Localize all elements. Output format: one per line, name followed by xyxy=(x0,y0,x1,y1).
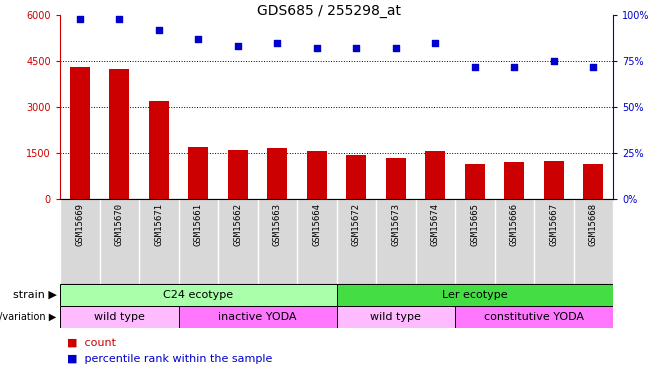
Text: ■  count: ■ count xyxy=(66,338,116,348)
Text: wild type: wild type xyxy=(94,312,145,322)
Bar xyxy=(455,306,613,328)
Bar xyxy=(465,164,485,199)
Point xyxy=(509,63,520,69)
Bar xyxy=(346,154,366,199)
Text: wild type: wild type xyxy=(370,312,421,322)
Bar xyxy=(178,306,336,328)
Bar xyxy=(336,306,455,328)
Point xyxy=(153,27,164,33)
Text: GSM15662: GSM15662 xyxy=(233,203,242,246)
Point xyxy=(74,16,85,22)
Point xyxy=(390,45,401,51)
Bar xyxy=(70,67,89,199)
Bar xyxy=(149,101,168,199)
Text: GDS685 / 255298_at: GDS685 / 255298_at xyxy=(257,4,401,18)
Text: GSM15664: GSM15664 xyxy=(313,203,321,246)
Point xyxy=(430,40,440,46)
Text: GSM15674: GSM15674 xyxy=(431,203,440,246)
Point xyxy=(311,45,322,51)
Bar xyxy=(386,158,405,199)
Bar xyxy=(60,284,336,306)
Bar xyxy=(307,152,326,199)
Text: inactive YODA: inactive YODA xyxy=(218,312,297,322)
Bar xyxy=(425,152,445,199)
Text: GSM15663: GSM15663 xyxy=(273,203,282,246)
Point xyxy=(114,16,124,22)
Bar xyxy=(505,162,524,199)
Text: GSM15661: GSM15661 xyxy=(193,203,203,246)
Point xyxy=(351,45,361,51)
Point xyxy=(272,40,282,46)
Text: GSM15666: GSM15666 xyxy=(510,203,519,246)
Text: Ler ecotype: Ler ecotype xyxy=(442,290,507,300)
Text: GSM15673: GSM15673 xyxy=(392,203,400,246)
Text: genotype/variation ▶: genotype/variation ▶ xyxy=(0,312,57,322)
Text: GSM15671: GSM15671 xyxy=(154,203,163,246)
Bar xyxy=(188,147,208,199)
Text: GSM15672: GSM15672 xyxy=(352,203,361,246)
Point xyxy=(549,58,559,64)
Text: ■  percentile rank within the sample: ■ percentile rank within the sample xyxy=(66,354,272,364)
Text: GSM15669: GSM15669 xyxy=(75,203,84,246)
Text: C24 ecotype: C24 ecotype xyxy=(163,290,234,300)
Text: GSM15667: GSM15667 xyxy=(549,203,558,246)
Text: GSM15668: GSM15668 xyxy=(589,203,597,246)
Point xyxy=(193,36,203,42)
Bar xyxy=(109,69,129,199)
Bar xyxy=(544,160,564,199)
Point xyxy=(232,43,243,49)
Text: constitutive YODA: constitutive YODA xyxy=(484,312,584,322)
Point xyxy=(470,63,480,69)
Bar xyxy=(584,164,603,199)
Text: GSM15670: GSM15670 xyxy=(114,203,124,246)
Bar xyxy=(336,284,613,306)
Text: GSM15665: GSM15665 xyxy=(470,203,479,246)
Text: strain ▶: strain ▶ xyxy=(13,290,57,300)
Point xyxy=(588,63,599,69)
Bar xyxy=(60,306,178,328)
Bar xyxy=(267,148,287,199)
Bar xyxy=(228,150,247,199)
